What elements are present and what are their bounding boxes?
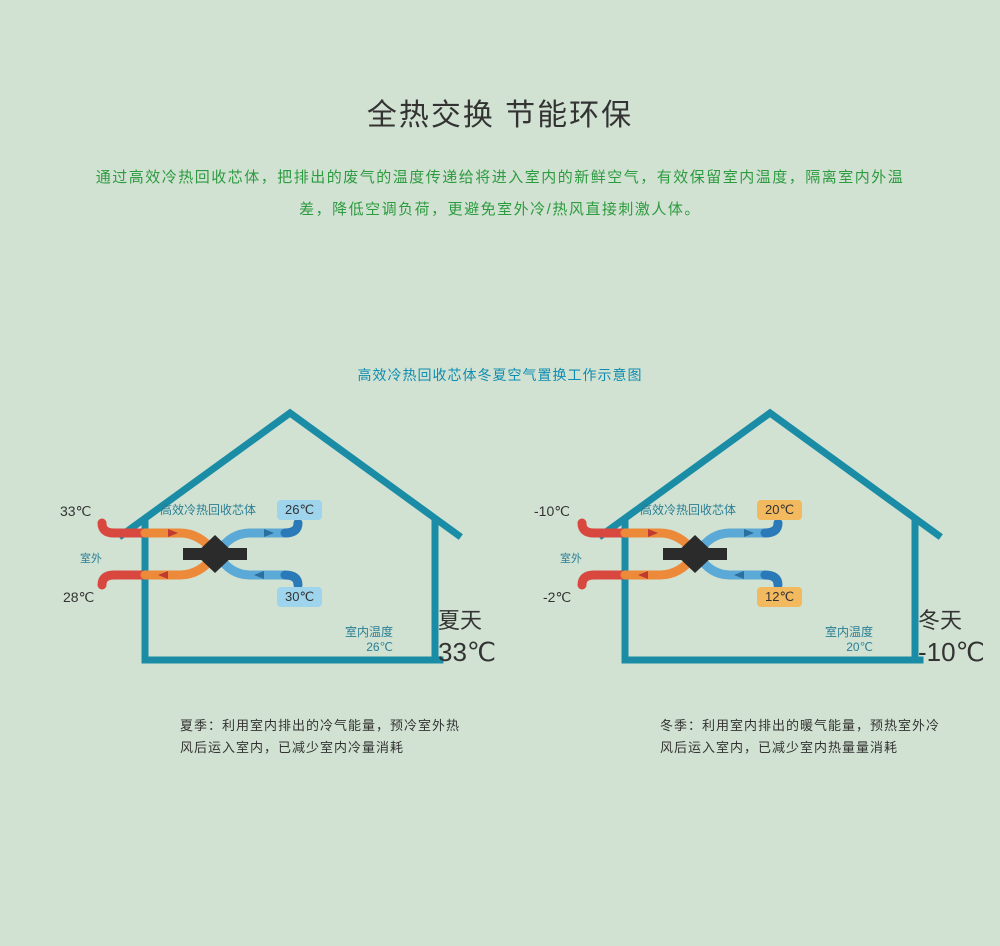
winter-house-svg <box>530 405 950 675</box>
diagram-title: 高效冷热回收芯体冬夏空气置换工作示意图 <box>0 365 1000 385</box>
summer-caption: 夏季：利用室内排出的冷气能量，预冷室外热风后运入室内，已减少室内冷量消耗 <box>180 715 470 759</box>
main-title: 全热交换 节能环保 <box>0 0 1000 134</box>
winter-out-bottom-badge: 12℃ <box>757 587 802 607</box>
summer-unit-label: 高效冷热回收芯体 <box>160 501 256 518</box>
winter-out-top-badge: 20℃ <box>757 500 802 520</box>
winter-in-top-temp: -10℃ <box>534 503 570 520</box>
winter-unit-label: 高效冷热回收芯体 <box>640 501 736 518</box>
winter-room-temp: 20℃ <box>825 640 873 654</box>
summer-in-bottom-temp: 28℃ <box>63 589 94 606</box>
summer-room-label-text: 室内温度 <box>345 623 393 640</box>
winter-season: 冬天 -10℃ <box>918 603 985 668</box>
winter-caption: 冬季：利用室内排出的暖气能量，预热室外冷风后运入室内，已减少室内热量量消耗 <box>660 715 950 759</box>
winter-outdoor-temp: -10℃ <box>918 637 985 668</box>
subtitle-text: 通过高效冷热回收芯体，把排出的废气的温度传递给将进入室内的新鲜空气，有效保留室内… <box>0 162 1000 225</box>
summer-block: 33℃ 28℃ 室外 高效冷热回收芯体 26℃ 30℃ 室内温度 26℃ 夏天 … <box>50 405 470 759</box>
summer-outdoor-temp: 33℃ <box>438 637 496 668</box>
summer-season-name: 夏天 <box>438 603 496 635</box>
winter-season-name: 冬天 <box>918 603 985 635</box>
summer-room-label: 室内温度 26℃ <box>345 623 393 654</box>
winter-room-label: 室内温度 20℃ <box>825 623 873 654</box>
winter-room-label-text: 室内温度 <box>825 623 873 640</box>
winter-in-bottom-temp: -2℃ <box>543 589 571 606</box>
summer-out-bottom-badge: 30℃ <box>277 587 322 607</box>
summer-house-svg <box>50 405 470 675</box>
summer-in-top-temp: 33℃ <box>60 503 91 520</box>
summer-room-temp: 26℃ <box>345 640 393 654</box>
winter-block: -10℃ -2℃ 室外 高效冷热回收芯体 20℃ 12℃ 室内温度 20℃ 冬天… <box>530 405 950 759</box>
houses-row: 33℃ 28℃ 室外 高效冷热回收芯体 26℃ 30℃ 室内温度 26℃ 夏天 … <box>0 405 1000 759</box>
summer-out-top-badge: 26℃ <box>277 500 322 520</box>
summer-outside-label: 室外 <box>80 550 102 566</box>
summer-season: 夏天 33℃ <box>438 603 496 668</box>
winter-outside-label: 室外 <box>560 550 582 566</box>
